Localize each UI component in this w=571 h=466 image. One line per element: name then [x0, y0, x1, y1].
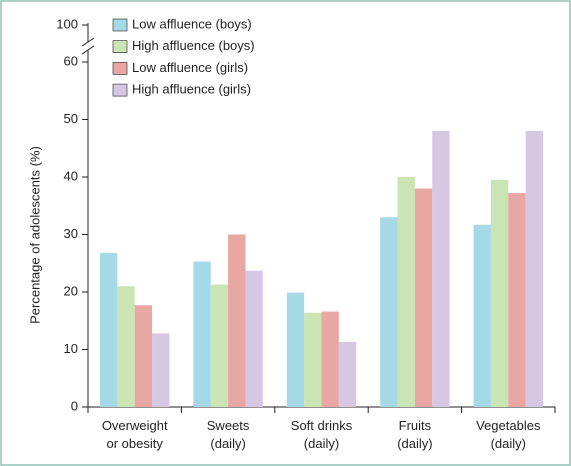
legend-label: High affluence (girls) — [132, 82, 251, 97]
y-tick-label: 20 — [64, 283, 78, 298]
y-tick-label: 40 — [64, 168, 78, 183]
bar — [490, 179, 509, 407]
x-tick-label-line: or obesity — [107, 436, 164, 451]
legend-swatch — [112, 40, 128, 54]
axis-break — [81, 37, 95, 47]
bar — [432, 131, 450, 407]
y-tick-label: 10 — [64, 341, 78, 356]
x-tick-label-line: Overweight — [102, 418, 168, 433]
legend-swatch — [112, 83, 128, 97]
bar — [397, 177, 415, 407]
bar — [304, 312, 322, 407]
y-axis-label: Percentage of adolescents (%) — [27, 146, 42, 324]
legend-swatch — [112, 62, 128, 75]
bar — [321, 311, 339, 407]
bar — [245, 270, 263, 407]
y-tick-label: 50 — [64, 111, 78, 126]
y-tick-label: 0 — [71, 398, 78, 413]
legend-swatch — [112, 18, 128, 32]
bar — [228, 234, 246, 407]
x-tick-label-line: (daily) — [304, 436, 339, 451]
y-tick-label: 30 — [64, 226, 78, 241]
legend-label: High affluence (boys) — [132, 38, 255, 53]
x-tick-label-line: (daily) — [210, 436, 245, 451]
bar — [338, 342, 357, 407]
bar — [117, 286, 135, 407]
x-tick-label: Overweight or obesity — [102, 418, 168, 451]
bar — [508, 193, 526, 407]
x-tick-label: Sweets (daily) — [207, 418, 250, 451]
x-tick-label: Soft drinks (daily) — [291, 418, 353, 451]
x-tick-label-line: Soft drinks — [291, 418, 353, 433]
bar — [100, 252, 118, 407]
bar — [210, 284, 229, 407]
legend-label: Low affluence (girls) — [132, 60, 248, 75]
bar — [414, 188, 433, 407]
bar — [286, 292, 305, 407]
x-tick-label: Vegetables (daily) — [476, 418, 541, 451]
bar — [380, 217, 398, 407]
bar — [525, 131, 543, 407]
bar — [152, 333, 170, 407]
x-tick-label-line: Sweets — [207, 418, 250, 433]
x-tick-label-line: (daily) — [397, 436, 432, 451]
x-tick-label-line: Vegetables — [476, 418, 541, 433]
x-tick-label: Fruits (daily) — [397, 418, 432, 451]
legend-label: Low affluence (boys) — [132, 16, 252, 31]
x-tick-label-line: Fruits — [399, 418, 432, 433]
bar — [473, 224, 491, 407]
bar — [193, 261, 211, 407]
axis-break — [81, 45, 95, 55]
x-tick-label-line: (daily) — [491, 436, 526, 451]
y-tick-label: 60 — [64, 53, 78, 68]
y-tick-label: 100 — [56, 16, 78, 31]
bar — [134, 305, 153, 407]
